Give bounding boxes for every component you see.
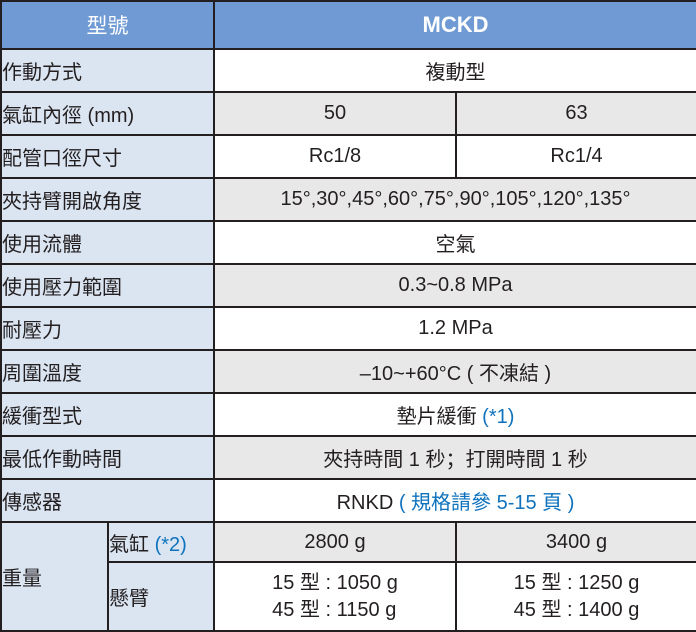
table-row: 夾持臂開啟角度 15°,30°,45°,60°,75°,90°,105°,120…	[0, 177, 696, 222]
value-weight-cylinder-63: 3400 g	[455, 521, 696, 563]
value-weight-arm-63: 15 型 : 1250 g 45 型 : 1400 g	[455, 561, 696, 632]
table-row: 使用流體 空氣	[0, 220, 696, 265]
table-row: 使用壓力範圍 0.3~0.8 MPa	[0, 263, 696, 308]
value-fluid: 空氣	[213, 220, 696, 265]
value-bore-50: 50	[213, 91, 457, 136]
weight-cylinder-label-text: 氣缸	[109, 533, 149, 556]
cushion-value-text: 墊片緩衝	[396, 406, 477, 428]
footnote-ref-1[interactable]: (*1)	[482, 406, 515, 428]
row-sublabel-weight-cylinder: 氣缸 (*2)	[107, 521, 215, 563]
sensor-page-link[interactable]: ( 規格請參 5-15 頁 )	[398, 492, 575, 514]
weight-arm-63-line1: 15 型 : 1250 g	[513, 571, 640, 594]
value-sensor: RNKD ( 規格請參 5-15 頁 )	[213, 478, 696, 523]
table-row: 最低作動時間 夾持時間 1 秒；打開時間 1 秒	[0, 435, 696, 480]
row-label-sensor: 傳感器	[0, 478, 215, 523]
value-arm-angle: 15°,30°,45°,60°,75°,90°,105°,120°,135°	[213, 177, 696, 222]
table-row: 氣缸內徑 (mm) 50 63	[0, 91, 696, 136]
value-pressure-range: 0.3~0.8 MPa	[213, 263, 696, 308]
value-ambient-temp: –10~+60°C ( 不凍結 )	[213, 349, 696, 394]
weight-arm-63-line2: 45 型 : 1400 g	[513, 598, 640, 621]
row-label-weight: 重量	[0, 521, 109, 632]
footnote-ref-2[interactable]: (*2)	[154, 533, 187, 556]
table-row: 作動方式 複動型	[0, 48, 696, 93]
weight-arm-50-line2: 45 型 : 1150 g	[272, 598, 397, 621]
row-label-ambient-temp: 周圍溫度	[0, 349, 215, 394]
row-label-proof-pressure: 耐壓力	[0, 306, 215, 351]
row-label-port: 配管口徑尺寸	[0, 134, 215, 179]
table-row: 周圍溫度 –10~+60°C ( 不凍結 )	[0, 349, 696, 394]
row-label-min-time: 最低作動時間	[0, 435, 215, 480]
table-row: 懸臂 15 型 : 1050 g 45 型 : 1150 g 15 型 : 12…	[1, 561, 696, 632]
table-row: 緩衝型式 墊片緩衝 (*1)	[0, 392, 696, 437]
value-port-63: Rc1/4	[455, 134, 696, 179]
row-label-actuation: 作動方式	[0, 48, 215, 93]
value-min-time: 夾持時間 1 秒；打開時間 1 秒	[213, 435, 696, 480]
weight-arm-50-line1: 15 型 : 1050 g	[272, 571, 398, 594]
value-bore-63: 63	[455, 91, 696, 136]
row-label-pressure-range: 使用壓力範圍	[0, 263, 215, 308]
table-row: 傳感器 RNKD ( 規格請參 5-15 頁 )	[0, 478, 696, 523]
sensor-value-text: RNKD	[336, 492, 394, 514]
model-header-label: 型號	[0, 0, 215, 50]
value-weight-cylinder-50: 2800 g	[213, 521, 457, 563]
row-label-fluid: 使用流體	[0, 220, 215, 265]
value-cushion: 墊片緩衝 (*1)	[213, 392, 696, 437]
table-row: 耐壓力 1.2 MPa	[0, 306, 696, 351]
row-label-bore: 氣缸內徑 (mm)	[0, 91, 215, 136]
table-row: 重量 氣缸 (*2) 2800 g 3400 g	[0, 521, 696, 632]
model-header-value: MCKD	[213, 0, 696, 50]
table-row: 配管口徑尺寸 Rc1/8 Rc1/4	[0, 134, 696, 179]
value-weight-arm-50: 15 型 : 1050 g 45 型 : 1150 g	[213, 561, 457, 632]
row-label-arm-angle: 夾持臂開啟角度	[0, 177, 215, 222]
value-actuation: 複動型	[213, 48, 696, 93]
table-row: 型號 MCKD	[0, 0, 696, 50]
row-sublabel-weight-arm: 懸臂	[107, 561, 215, 632]
row-label-cushion: 緩衝型式	[0, 392, 215, 437]
value-proof-pressure: 1.2 MPa	[213, 306, 696, 351]
value-port-50: Rc1/8	[213, 134, 457, 179]
